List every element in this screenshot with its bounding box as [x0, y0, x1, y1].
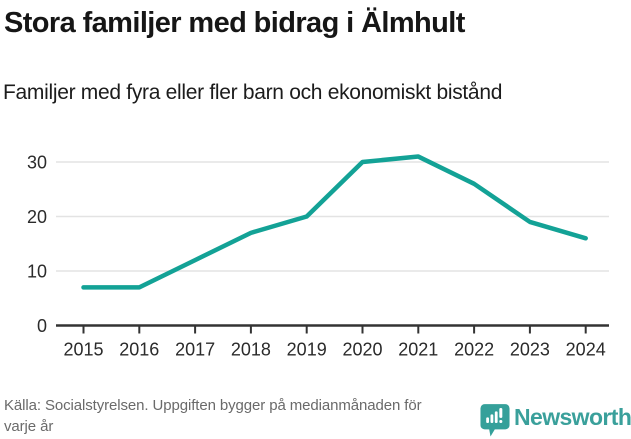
newsworthy-wordmark: Newsworthy — [514, 404, 631, 430]
x-tick-label: 2022 — [454, 340, 494, 360]
y-tick-label: 30 — [27, 153, 47, 173]
x-tick-label: 2019 — [287, 340, 327, 360]
source-text: Källa: Socialstyrelsen. Uppgiften bygger… — [4, 397, 422, 435]
x-tick-label: 2021 — [398, 340, 438, 360]
bar-chart-speech-bubble-icon — [480, 404, 510, 437]
y-tick-label: 0 — [37, 316, 47, 336]
y-tick-label: 20 — [27, 207, 47, 227]
page-subtitle: Familjer med fyra eller fler barn och ek… — [3, 81, 503, 104]
x-tick-label: 2020 — [342, 340, 382, 360]
x-tick-label: 2016 — [119, 340, 159, 360]
x-tick-label: 2018 — [231, 340, 271, 360]
x-tick-label: 2017 — [175, 340, 215, 360]
newsworthy-logo: Newsworthy — [480, 402, 631, 438]
x-tick-label: 2023 — [510, 340, 550, 360]
x-tick-label: 2015 — [63, 340, 103, 360]
x-tick-label: 2024 — [566, 340, 606, 360]
data-line — [81, 154, 588, 290]
page-title: Stora familjer med bidrag i Älmhult — [4, 7, 465, 39]
y-tick-label: 10 — [27, 262, 47, 282]
line-chart: 0 10 20 30 2015 2016 2017 2018 2019 2020 2021 2022 2… — [27, 153, 609, 360]
